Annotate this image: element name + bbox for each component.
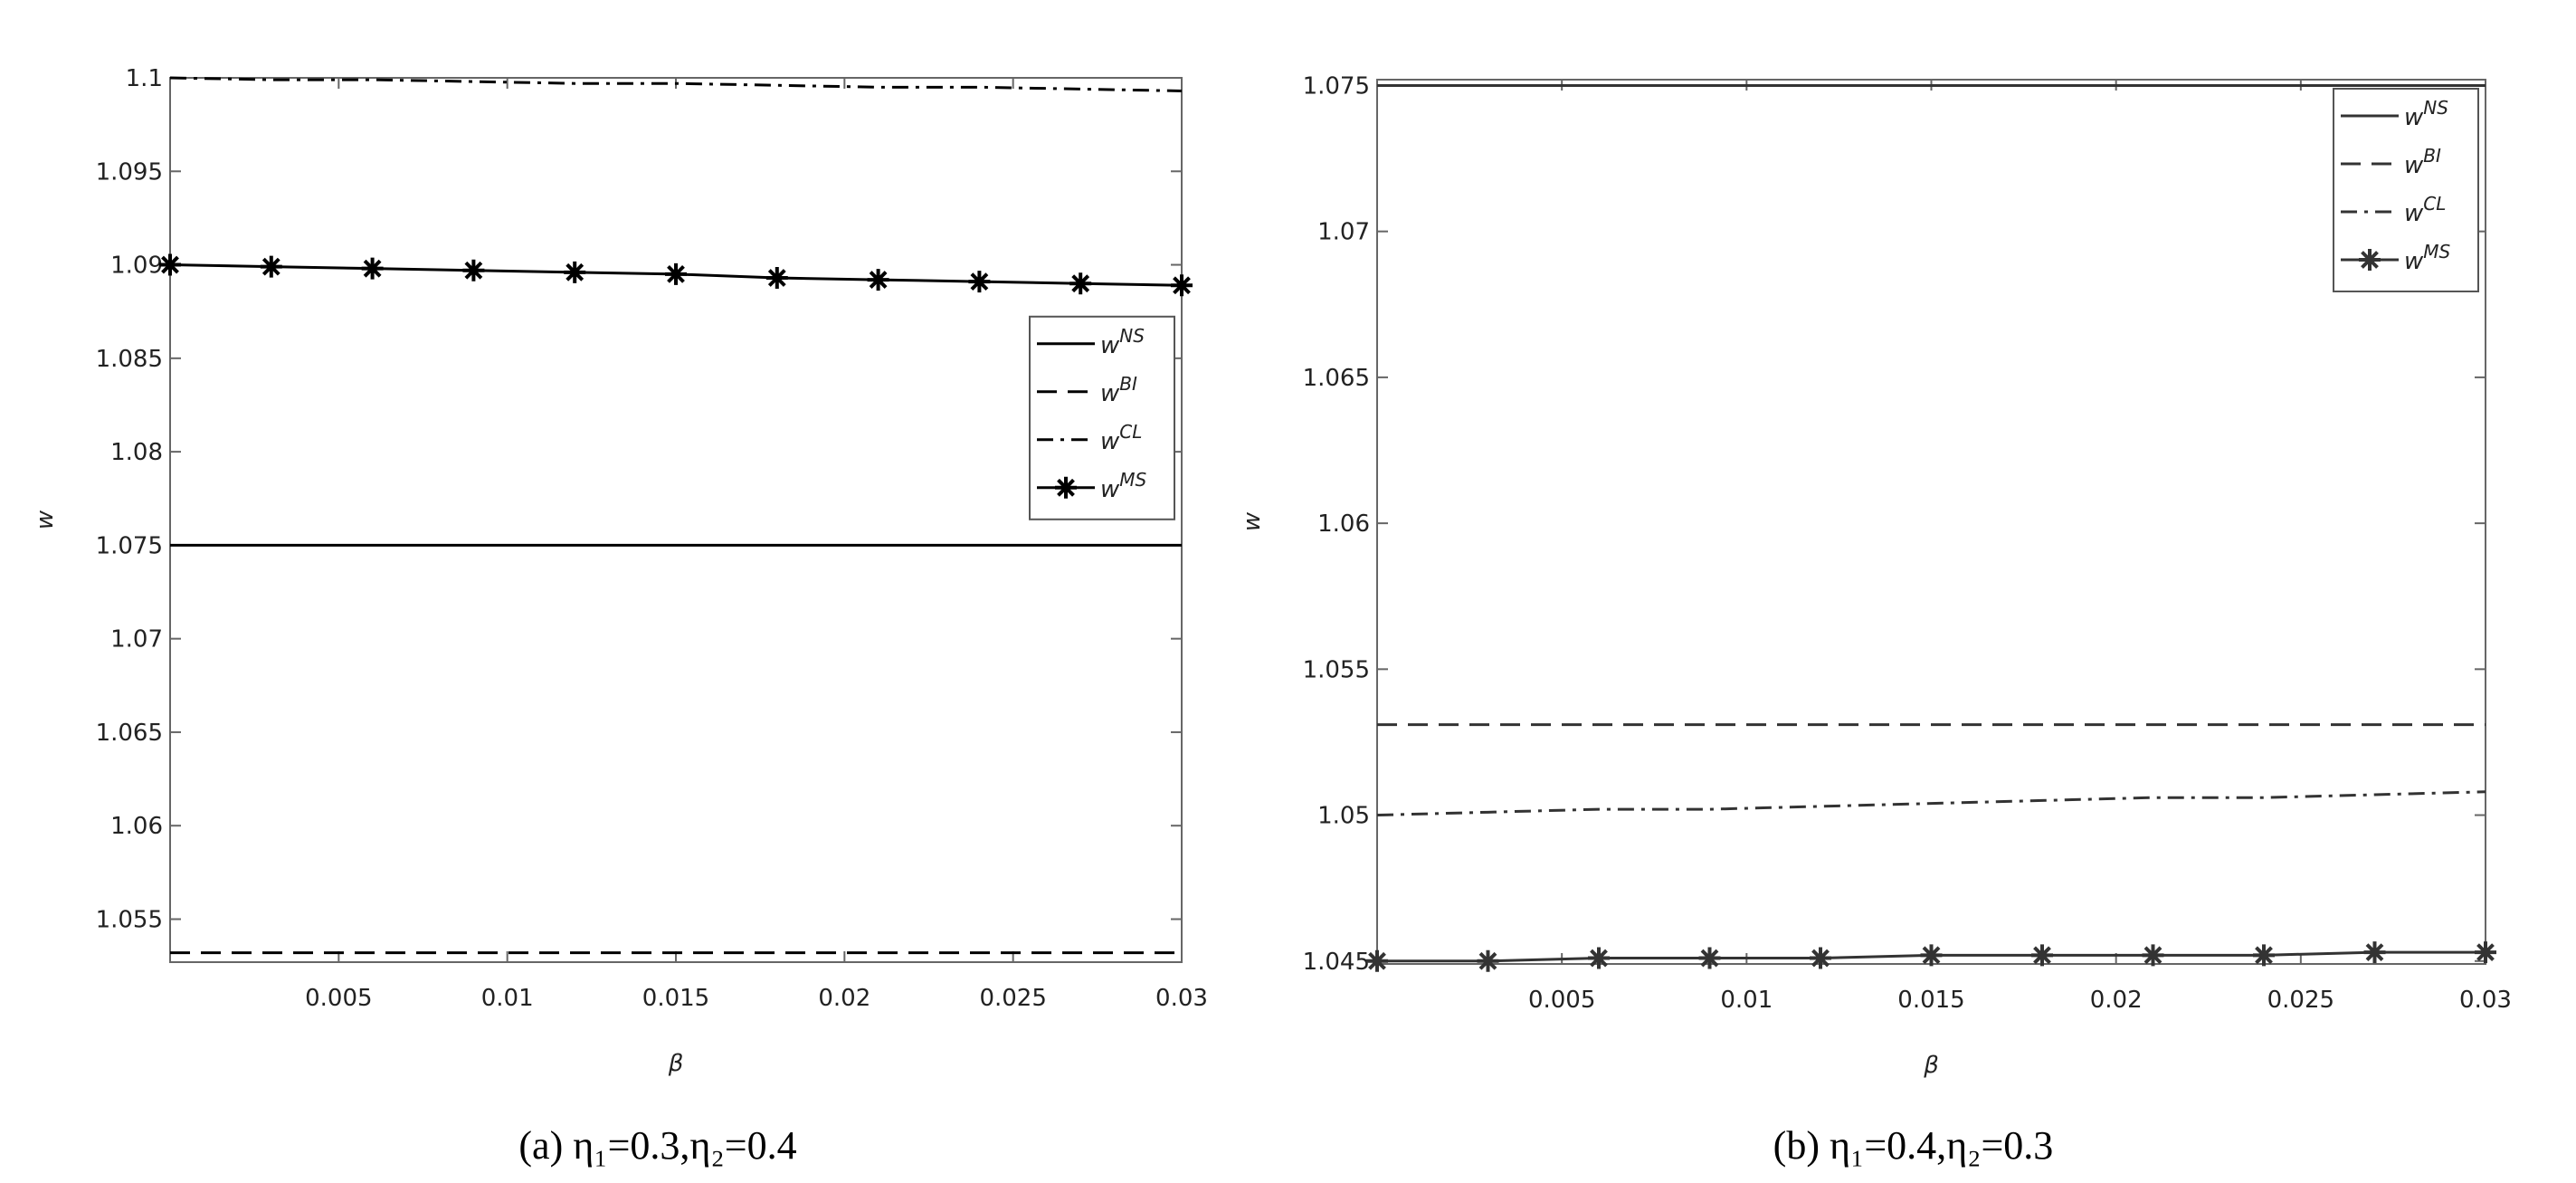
y-tick-label: 1.08	[110, 439, 163, 466]
x-tick-label: 0.02	[2090, 987, 2143, 1014]
legend-label: wBI	[2404, 145, 2441, 179]
y-tick-label: 1.075	[1303, 72, 1370, 100]
y-tick-label: 1.045	[1303, 949, 1370, 976]
y-tick-label: 1.06	[1317, 510, 1370, 538]
subplot: 1.055 1.06 1.065 1.07 1.075 1.08 1.085 1.09 1.09…	[32, 65, 1208, 1077]
legend-marker	[1055, 476, 1077, 499]
marker	[159, 253, 181, 276]
marker	[1477, 949, 1499, 972]
y-tick-label: 1.05	[1317, 803, 1370, 830]
marker	[2031, 944, 2053, 967]
subplot: 1.045 1.05 1.055 1.06 1.065 1.07 1.075 0.005 0.0…	[1239, 72, 2512, 1079]
x-tick-label: 0.015	[642, 985, 709, 1012]
marker	[1366, 949, 1388, 972]
x-tick-label: 0.03	[1155, 985, 1208, 1012]
marker	[1588, 947, 1610, 969]
y-tick-label: 1.1	[126, 65, 163, 92]
marker	[1810, 947, 1831, 969]
marker	[1069, 272, 1092, 295]
legend-marker	[2359, 249, 2381, 271]
x-tick-label: 0.02	[818, 985, 870, 1012]
caption: (a) η₁=0.3,η₂=0.4	[518, 1123, 796, 1168]
marker	[260, 255, 282, 278]
caption: (b) η₁=0.4,η₂=0.3	[1773, 1123, 2054, 1168]
marker	[2142, 944, 2164, 967]
marker	[361, 257, 384, 280]
legend-label: wBI	[1100, 373, 1137, 407]
marker	[2363, 941, 2386, 964]
legend-label: wCL	[1100, 421, 1142, 455]
x-tick-label: 0.005	[1528, 987, 1595, 1014]
legend-box	[2333, 88, 2479, 292]
x-axis-label: β	[668, 1050, 684, 1077]
legend-label: wMS	[2404, 241, 2451, 275]
x-tick-label: 0.03	[2459, 987, 2512, 1014]
y-tick-label: 1.085	[96, 346, 163, 373]
marker	[2253, 944, 2275, 967]
x-tick-label: 0.025	[2267, 987, 2334, 1014]
y-tick-label: 1.055	[96, 906, 163, 933]
marker	[1698, 947, 1721, 969]
y-tick-label: 1.055	[1303, 656, 1370, 683]
x-tick-label: 0.025	[979, 985, 1046, 1012]
y-tick-label: 1.065	[1303, 365, 1370, 392]
x-tick-label: 0.01	[1720, 987, 1773, 1014]
y-tick-label: 1.06	[110, 813, 163, 840]
marker	[1920, 944, 1943, 967]
y-tick-label: 1.095	[96, 158, 163, 186]
x-tick-label: 0.01	[481, 985, 534, 1012]
y-axis-label: w	[32, 510, 59, 529]
legend-label: wMS	[1100, 469, 1147, 503]
marker	[564, 261, 586, 283]
legend-label: wNS	[2404, 97, 2448, 131]
marker	[765, 267, 788, 290]
plot-area	[1376, 79, 2486, 965]
y-tick-label: 1.09	[110, 253, 163, 280]
x-axis-label: β	[1923, 1052, 1939, 1079]
series-line	[1376, 790, 2486, 817]
plot-area	[169, 77, 1183, 963]
legend-box	[1029, 315, 1175, 520]
y-axis-label: w	[1239, 511, 1266, 531]
y-tick-label: 1.075	[96, 532, 163, 559]
marker	[2475, 941, 2496, 964]
legend-label: wNS	[1100, 325, 1145, 359]
x-tick-label: 0.005	[305, 985, 372, 1012]
series-line	[169, 76, 1183, 92]
y-tick-label: 1.07	[110, 626, 163, 654]
y-tick-label: 1.07	[1317, 219, 1370, 246]
marker	[867, 269, 889, 291]
y-tick-label: 1.065	[96, 720, 163, 747]
legend-label: wCL	[2404, 193, 2446, 227]
marker	[968, 271, 991, 293]
marker	[1171, 274, 1193, 297]
marker	[462, 259, 485, 281]
x-tick-label: 0.015	[1897, 987, 1964, 1014]
marker	[665, 262, 687, 285]
